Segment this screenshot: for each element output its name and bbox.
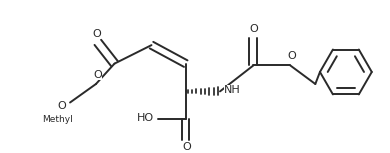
Text: O: O [250, 24, 259, 34]
Text: O: O [92, 29, 101, 39]
Text: HO: HO [137, 113, 154, 123]
Text: O: O [58, 101, 66, 111]
Text: O: O [182, 142, 191, 152]
Text: NH: NH [224, 86, 241, 95]
Text: O: O [94, 70, 102, 80]
Text: Methyl: Methyl [42, 116, 73, 124]
Text: O: O [287, 51, 296, 61]
